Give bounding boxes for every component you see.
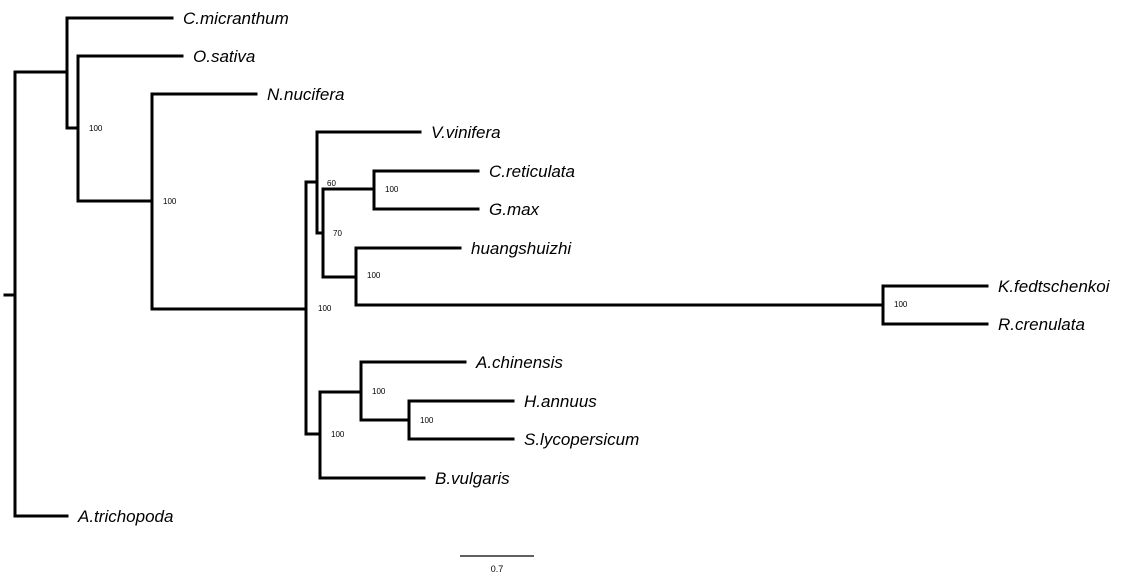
taxon-label: O.sativa [193, 47, 255, 66]
taxon-labels: C.micranthum O.sativa N.nucifera V.vinif… [77, 9, 1111, 526]
taxon-label: C.micranthum [183, 9, 289, 28]
taxon-label: B.vulgaris [435, 469, 510, 488]
scale-bar: 0.7 [460, 555, 534, 574]
taxon-label: R.crenulata [998, 315, 1085, 334]
taxon-label: C.reticulata [489, 162, 575, 181]
scale-bar-label: 0.7 [491, 564, 504, 574]
support-labels: 100 100 60 100 70 100 100 100 100 100 10… [89, 124, 908, 439]
bootstrap-value: 100 [331, 430, 345, 439]
bootstrap-value: 100 [89, 124, 103, 133]
bootstrap-value: 100 [894, 300, 908, 309]
bootstrap-value: 100 [163, 197, 177, 206]
taxon-label: N.nucifera [267, 85, 344, 104]
bootstrap-value: 60 [327, 179, 336, 188]
bootstrap-value: 70 [333, 229, 342, 238]
taxon-label: H.annuus [524, 392, 597, 411]
taxon-label: huangshuizhi [471, 239, 572, 258]
bootstrap-value: 100 [420, 416, 434, 425]
tree-branches [3, 16, 989, 518]
taxon-label: A.trichopoda [77, 507, 173, 526]
bootstrap-value: 100 [318, 304, 332, 313]
bootstrap-value: 100 [372, 387, 386, 396]
taxon-label: S.lycopersicum [524, 430, 639, 449]
bootstrap-value: 100 [385, 185, 399, 194]
taxon-label: V.vinifera [431, 123, 501, 142]
taxon-label: G.max [489, 200, 540, 219]
bootstrap-value: 100 [367, 271, 381, 280]
taxon-label: A.chinensis [475, 353, 563, 372]
taxon-label: K.fedtschenkoi [998, 277, 1111, 296]
